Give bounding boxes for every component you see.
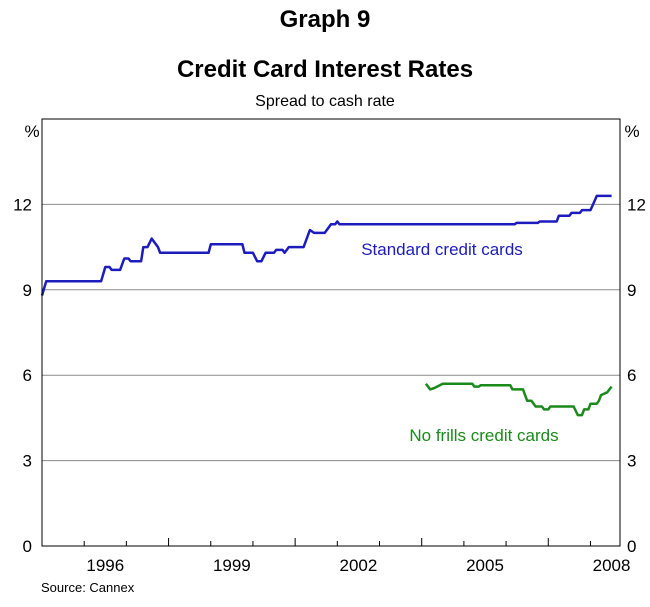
y-tick-label-left: 6 [23,366,32,385]
y-tick-label-right: 12 [627,195,646,214]
series-lines [40,194,613,417]
y-tick-label-right: 0 [627,537,636,556]
y-unit-left: % [24,122,39,141]
y-unit-right: % [624,122,639,141]
chart-subtitle: Spread to cash rate [255,93,395,110]
annotation-no-frills: No frills credit cards [409,426,558,445]
y-tick-label-left: 12 [13,195,32,214]
x-tick-label: 2002 [340,556,378,575]
gridlines [42,203,620,462]
y-tick-label-right: 9 [627,281,636,300]
graph-number: Graph 9 [279,6,371,33]
y-tick-label-left: 9 [23,281,32,300]
axis-ticks [41,538,591,546]
y-tick-label-right: 3 [627,452,636,471]
series-annotations: Standard credit cards No frills credit ca… [361,240,558,445]
x-tick-label: 2008 [593,556,631,575]
series-line-standard [40,194,612,296]
annotation-standard: Standard credit cards [361,240,523,259]
x-tick-label: 1999 [213,556,251,575]
chart-title: Credit Card Interest Rates [176,56,474,83]
y-tick-label-right: 6 [627,366,636,385]
series-line-no-frills [424,382,613,417]
plot-frame [41,118,621,547]
source-note: Source: Cannex [41,580,135,595]
axis-labels: 0 0 3 3 6 6 9 9 12 12% % 1996 1999 2002 2005 2008 [13,122,646,575]
x-tick-label: 2005 [466,556,504,575]
x-tick-label: 1996 [86,556,124,575]
y-tick-label-left: 0 [23,537,32,556]
y-tick-label-left: 3 [23,452,32,471]
